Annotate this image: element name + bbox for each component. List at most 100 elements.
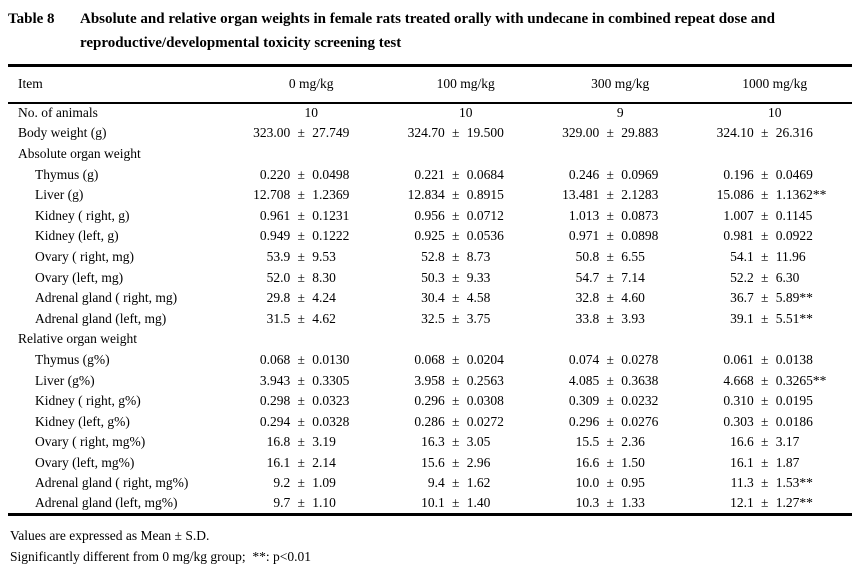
mean-value: 0.061 [723,351,754,367]
sd-value: 2.14 [312,455,378,471]
table-row: Ovary ( right, mg) 53.9 ±9.53 52.8 ±8.73 50.8… [8,247,852,268]
mean-value: 52.0 [266,269,291,285]
mean-value: 11.3 [730,475,754,491]
sd-value: 4.62 [312,311,378,327]
plus-minus-sign: ± [761,495,769,511]
sd-value: 0.0922 [776,228,842,244]
value-cell: 0.286 ±0.0272 [389,411,544,432]
sd-number: 0.0536 [466,228,504,244]
sd-value: 0.8915 [467,187,533,203]
sd-number: 0.2563 [466,372,504,388]
mean-sd-value: 0.303 ±0.0186 [708,414,842,430]
sd-number: 1.10 [312,495,336,511]
mean-value: 9.4 [427,475,445,491]
sd-number: 0.0186 [775,413,813,429]
sd-number: 0.0873 [621,207,659,223]
plus-minus-sign: ± [606,187,614,203]
plus-minus-sign: ± [606,393,614,409]
mean-sd-value: 0.061 ±0.0138 [708,352,842,368]
mean-value: 0.298 [259,393,291,409]
value-cell: 0.296 ±0.0308 [389,391,544,412]
mean-value: 324.10 [716,125,754,141]
value-cell: 0.068 ±0.0204 [389,350,544,371]
sd-number: 1.40 [466,495,491,511]
mean-value: 0.246 [568,166,600,182]
sd-number: 0.0204 [466,351,504,367]
sd-number: 0.8915 [466,187,504,203]
mean-value: 0.068 [259,351,291,367]
plus-minus-sign: ± [452,372,460,388]
sd-number: 0.0469 [775,166,813,182]
mean-value: 4.668 [723,372,754,388]
plus-minus-sign: ± [452,248,460,264]
sd-value: 26.316 [776,125,842,141]
mean-value: 10.0 [575,475,600,491]
value-cell: 0.949 ±0.1222 [234,226,389,247]
mean-value: 16.1 [730,454,754,470]
value-cell: 0.925 ±0.0536 [389,226,544,247]
sd-value: 1.33 [621,495,687,511]
plus-minus-sign: ± [606,166,614,182]
plus-minus-sign: ± [761,434,769,450]
plus-minus-sign: ± [452,475,460,491]
section-row: Absolute organ weight [8,144,852,165]
plus-minus-sign: ± [452,228,460,244]
sd-number: 7.14 [621,269,645,285]
sd-number: 1.53 [775,475,800,491]
sd-value: 0.0272 [467,414,533,430]
plus-minus-sign: ± [297,434,305,450]
value-cell: 3.943 ±0.3305 [234,370,389,391]
sd-value: 5.51** [776,311,842,327]
table-row: Adrenal gland ( right, mg) 29.8 ±4.24 30.4 ±… [8,288,852,309]
sd-number: 0.0278 [621,351,659,367]
sd-number: 5.51 [775,310,800,326]
mean-value: 0.971 [568,228,600,244]
table-caption-text: Absolute and relative organ weights in f… [80,11,775,51]
mean-value: 32.8 [575,290,600,306]
value-cell: 0.061 ±0.0138 [698,350,853,371]
mean-value: 9.2 [273,475,291,491]
mean-sd-value: 3.943 ±0.3305 [244,373,378,389]
sd-value: 0.0873 [621,208,687,224]
sd-value: 0.0138 [776,352,842,368]
mean-value: 36.7 [730,290,754,306]
mean-sd-value: 3.958 ±0.2563 [399,373,533,389]
mean-sd-value: 0.296 ±0.0308 [399,393,533,409]
sd-number: 9.33 [466,269,491,285]
mean-value: 15.086 [716,187,754,203]
value-cell [543,329,698,350]
mean-sd-value: 323.00 ±27.749 [244,125,378,141]
mean-sd-value: 0.949 ±0.1222 [244,228,378,244]
table-row: Adrenal gland (left, mg) 31.5 ±4.62 32.5 ±3.… [8,308,852,329]
row-label: Kidney ( right, g%) [35,393,141,409]
table-row: Ovary ( right, mg%) 16.8 ±3.19 16.3 ±3.05 15.… [8,432,852,453]
table-row: Kidney (left, g) 0.949 ±0.1222 0.925 ±0.0536… [8,226,852,247]
sd-number: 1.2369 [312,187,350,203]
mean-sd-value: 32.8 ±4.60 [553,290,687,306]
value-cell: 31.5 ±4.62 [234,308,389,329]
sd-value: 0.0195 [776,393,842,409]
row-label: Ovary (left, mg) [35,269,124,285]
mean-sd-value: 16.1 ±1.87 [708,455,842,471]
mean-value: 10.3 [575,495,600,511]
table-row: Thymus (g%) 0.068 ±0.0130 0.068 ±0.0204 0.074… [8,350,852,371]
value-cell: 29.8 ±4.24 [234,288,389,309]
plus-minus-sign: ± [761,372,769,388]
value-cell: 9.7 ±1.10 [234,494,389,515]
value-cell: 16.1 ±2.14 [234,453,389,474]
sd-value: 0.0536 [467,228,533,244]
sd-value: 3.19 [312,434,378,450]
sd-value: 3.17 [776,434,842,450]
mean-value: 12.834 [407,187,445,203]
value-cell: 0.309 ±0.0232 [543,391,698,412]
plus-minus-sign: ± [761,475,769,491]
plus-minus-sign: ± [297,125,305,141]
plus-minus-sign: ± [606,372,614,388]
sd-value: 9.33 [467,270,533,286]
sd-number: 0.0969 [621,166,659,182]
mean-value: 52.2 [730,269,754,285]
mean-sd-value: 16.6 ±1.50 [553,455,687,471]
mean-sd-value: 1.007 ±0.1145 [708,208,842,224]
sd-value: 1.50 [621,455,687,471]
mean-value: 10.1 [421,495,445,511]
